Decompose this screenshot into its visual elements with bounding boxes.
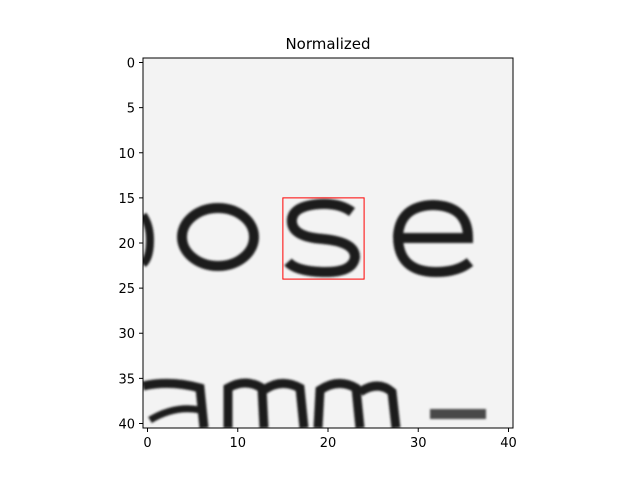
x-tick-label: 20 bbox=[320, 436, 337, 451]
y-tick-label: 35 bbox=[118, 372, 135, 387]
x-axis: 0 10 20 30 40 bbox=[143, 428, 517, 451]
glyph-o bbox=[177, 203, 259, 271]
y-tick-label: 10 bbox=[118, 147, 135, 162]
normalized-image bbox=[143, 58, 513, 428]
y-tick-label: 15 bbox=[118, 192, 135, 207]
chart-title: Normalized bbox=[285, 35, 370, 53]
y-tick-label: 40 bbox=[118, 417, 135, 432]
y-tick-label: 30 bbox=[118, 327, 135, 342]
glyph-m-1 bbox=[223, 378, 309, 428]
y-tick-label: 25 bbox=[118, 282, 135, 297]
glyph-left-edge bbox=[143, 212, 155, 268]
y-tick-label: 5 bbox=[127, 102, 135, 117]
x-tick-label: 40 bbox=[500, 436, 517, 451]
glyph-s bbox=[284, 198, 361, 278]
y-tick-label: 0 bbox=[127, 57, 135, 72]
glyph-m-2 bbox=[313, 379, 401, 428]
x-tick-label: 10 bbox=[229, 436, 246, 451]
glyph-e bbox=[392, 199, 474, 278]
glyph-a-partial bbox=[143, 378, 209, 428]
y-tick-label: 20 bbox=[118, 237, 135, 252]
x-tick-label: 0 bbox=[143, 436, 151, 451]
y-axis: 0 5 10 15 20 25 30 35 40 bbox=[118, 57, 143, 432]
glyph-a-bowl bbox=[148, 405, 201, 424]
highlight-box bbox=[282, 197, 365, 280]
x-tick-label: 30 bbox=[410, 436, 427, 451]
